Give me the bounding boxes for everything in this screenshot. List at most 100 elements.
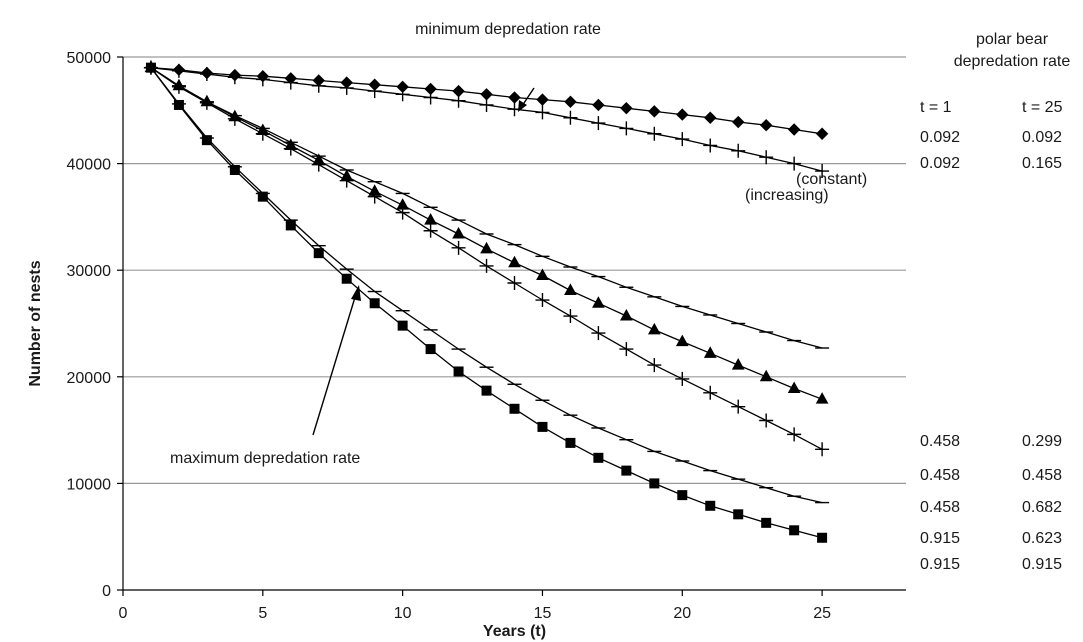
series-line	[150, 67, 823, 539]
rate-t25-value: 0.915	[1022, 556, 1062, 573]
rate-t1-value: 0.458	[920, 467, 960, 484]
y-tick-label: 20000	[67, 370, 112, 387]
diamond-marker	[815, 127, 829, 140]
plus-marker	[199, 67, 214, 82]
rate-t25-value: 0.299	[1022, 433, 1062, 450]
rate-t1-value: 0.915	[920, 556, 960, 573]
diamond-marker	[508, 91, 521, 104]
square-marker	[565, 437, 576, 448]
plus-marker	[339, 173, 354, 188]
diamond-marker	[620, 101, 633, 115]
plus-marker	[227, 111, 242, 126]
max-depredation-label: maximum depredation rate	[170, 450, 360, 467]
plus-marker	[591, 326, 606, 341]
series-6	[143, 66, 830, 504]
square-marker	[369, 298, 380, 309]
triangle-marker	[647, 322, 661, 335]
x-tick-label: 10	[394, 605, 412, 622]
plus-marker	[647, 358, 662, 373]
rate-t1-value: 0.458	[920, 433, 960, 450]
square-marker	[593, 452, 604, 463]
rate-t25-value: 0.092	[1022, 129, 1062, 146]
square-marker	[173, 99, 184, 110]
diamond-marker	[676, 108, 689, 121]
plus-marker	[395, 205, 410, 220]
plus-marker	[647, 126, 662, 141]
square-marker	[761, 517, 772, 528]
y-tick-label: 30000	[67, 263, 112, 280]
plus-marker	[479, 258, 494, 273]
diamond-marker	[592, 98, 605, 112]
square-marker	[733, 509, 744, 520]
plus-marker	[227, 70, 242, 85]
diamond-marker	[759, 119, 773, 132]
diamond-marker	[787, 123, 801, 136]
plus-marker	[367, 189, 382, 204]
square-marker	[509, 403, 520, 414]
rate-t1-value: 0.915	[920, 530, 960, 547]
plus-marker	[283, 141, 298, 156]
y-tick-label: 10000	[67, 476, 112, 493]
increasing-label: (increasing)	[745, 187, 829, 204]
square-marker	[341, 273, 352, 284]
diamond-marker	[536, 93, 549, 106]
plus-marker	[787, 156, 802, 171]
plus-marker	[423, 90, 438, 105]
rate-t25-value: 0.623	[1022, 530, 1062, 547]
rate-t1-value: 0.458	[920, 499, 960, 516]
triangle-marker	[787, 381, 801, 394]
square-marker	[621, 465, 632, 476]
x-tick-label: 0	[119, 605, 128, 622]
triangle-marker	[703, 346, 717, 358]
plus-marker	[311, 157, 326, 172]
plus-marker	[731, 143, 746, 158]
plus-marker	[171, 63, 186, 78]
diamond-marker	[564, 95, 577, 108]
plus-marker	[563, 110, 578, 125]
plus-marker	[759, 150, 774, 165]
grid-lines	[123, 56, 906, 484]
rate-table-header-t1: t = 1	[920, 99, 952, 116]
rate-table-title-line1: polar bear	[976, 31, 1049, 48]
plus-marker	[591, 116, 606, 131]
plus-marker	[311, 78, 326, 93]
plus-marker	[451, 240, 466, 255]
plus-marker	[199, 95, 214, 110]
square-marker	[789, 525, 800, 536]
plus-marker	[815, 442, 830, 457]
plus-marker	[675, 371, 690, 386]
square-marker	[201, 135, 212, 146]
triangle-marker	[536, 268, 549, 281]
square-marker	[285, 220, 296, 231]
annotations: minimum depredation rate maximum depreda…	[170, 21, 867, 467]
rate-table-title-line2: depredation rate	[954, 53, 1071, 70]
plus-marker	[563, 309, 578, 324]
rate-t25-value: 0.165	[1022, 155, 1062, 172]
y-tick-label: 40000	[67, 157, 112, 174]
series-7	[145, 62, 828, 543]
square-marker	[537, 421, 548, 432]
triangle-marker	[592, 296, 605, 308]
x-tick-label: 25	[813, 605, 831, 622]
plus-marker	[535, 105, 550, 120]
y-tick-label: 50000	[67, 50, 112, 67]
min-arrow-line	[521, 87, 535, 107]
rate-t1-value: 0.092	[920, 129, 960, 146]
plus-marker	[619, 342, 634, 357]
plus-marker	[255, 72, 270, 87]
square-marker	[229, 164, 240, 175]
max-arrow-head	[351, 285, 361, 301]
y-axis-title: Number of nests	[27, 260, 44, 386]
plus-marker	[619, 121, 634, 136]
plus-marker	[479, 97, 494, 112]
plus-marker	[283, 75, 298, 90]
plus-marker	[171, 79, 186, 94]
plus-marker	[759, 413, 774, 428]
triangle-marker	[620, 309, 633, 321]
diamond-marker	[704, 111, 717, 124]
plus-marker	[675, 132, 690, 147]
series-4	[144, 60, 829, 404]
square-marker	[677, 490, 688, 501]
triangle-marker	[508, 255, 521, 268]
